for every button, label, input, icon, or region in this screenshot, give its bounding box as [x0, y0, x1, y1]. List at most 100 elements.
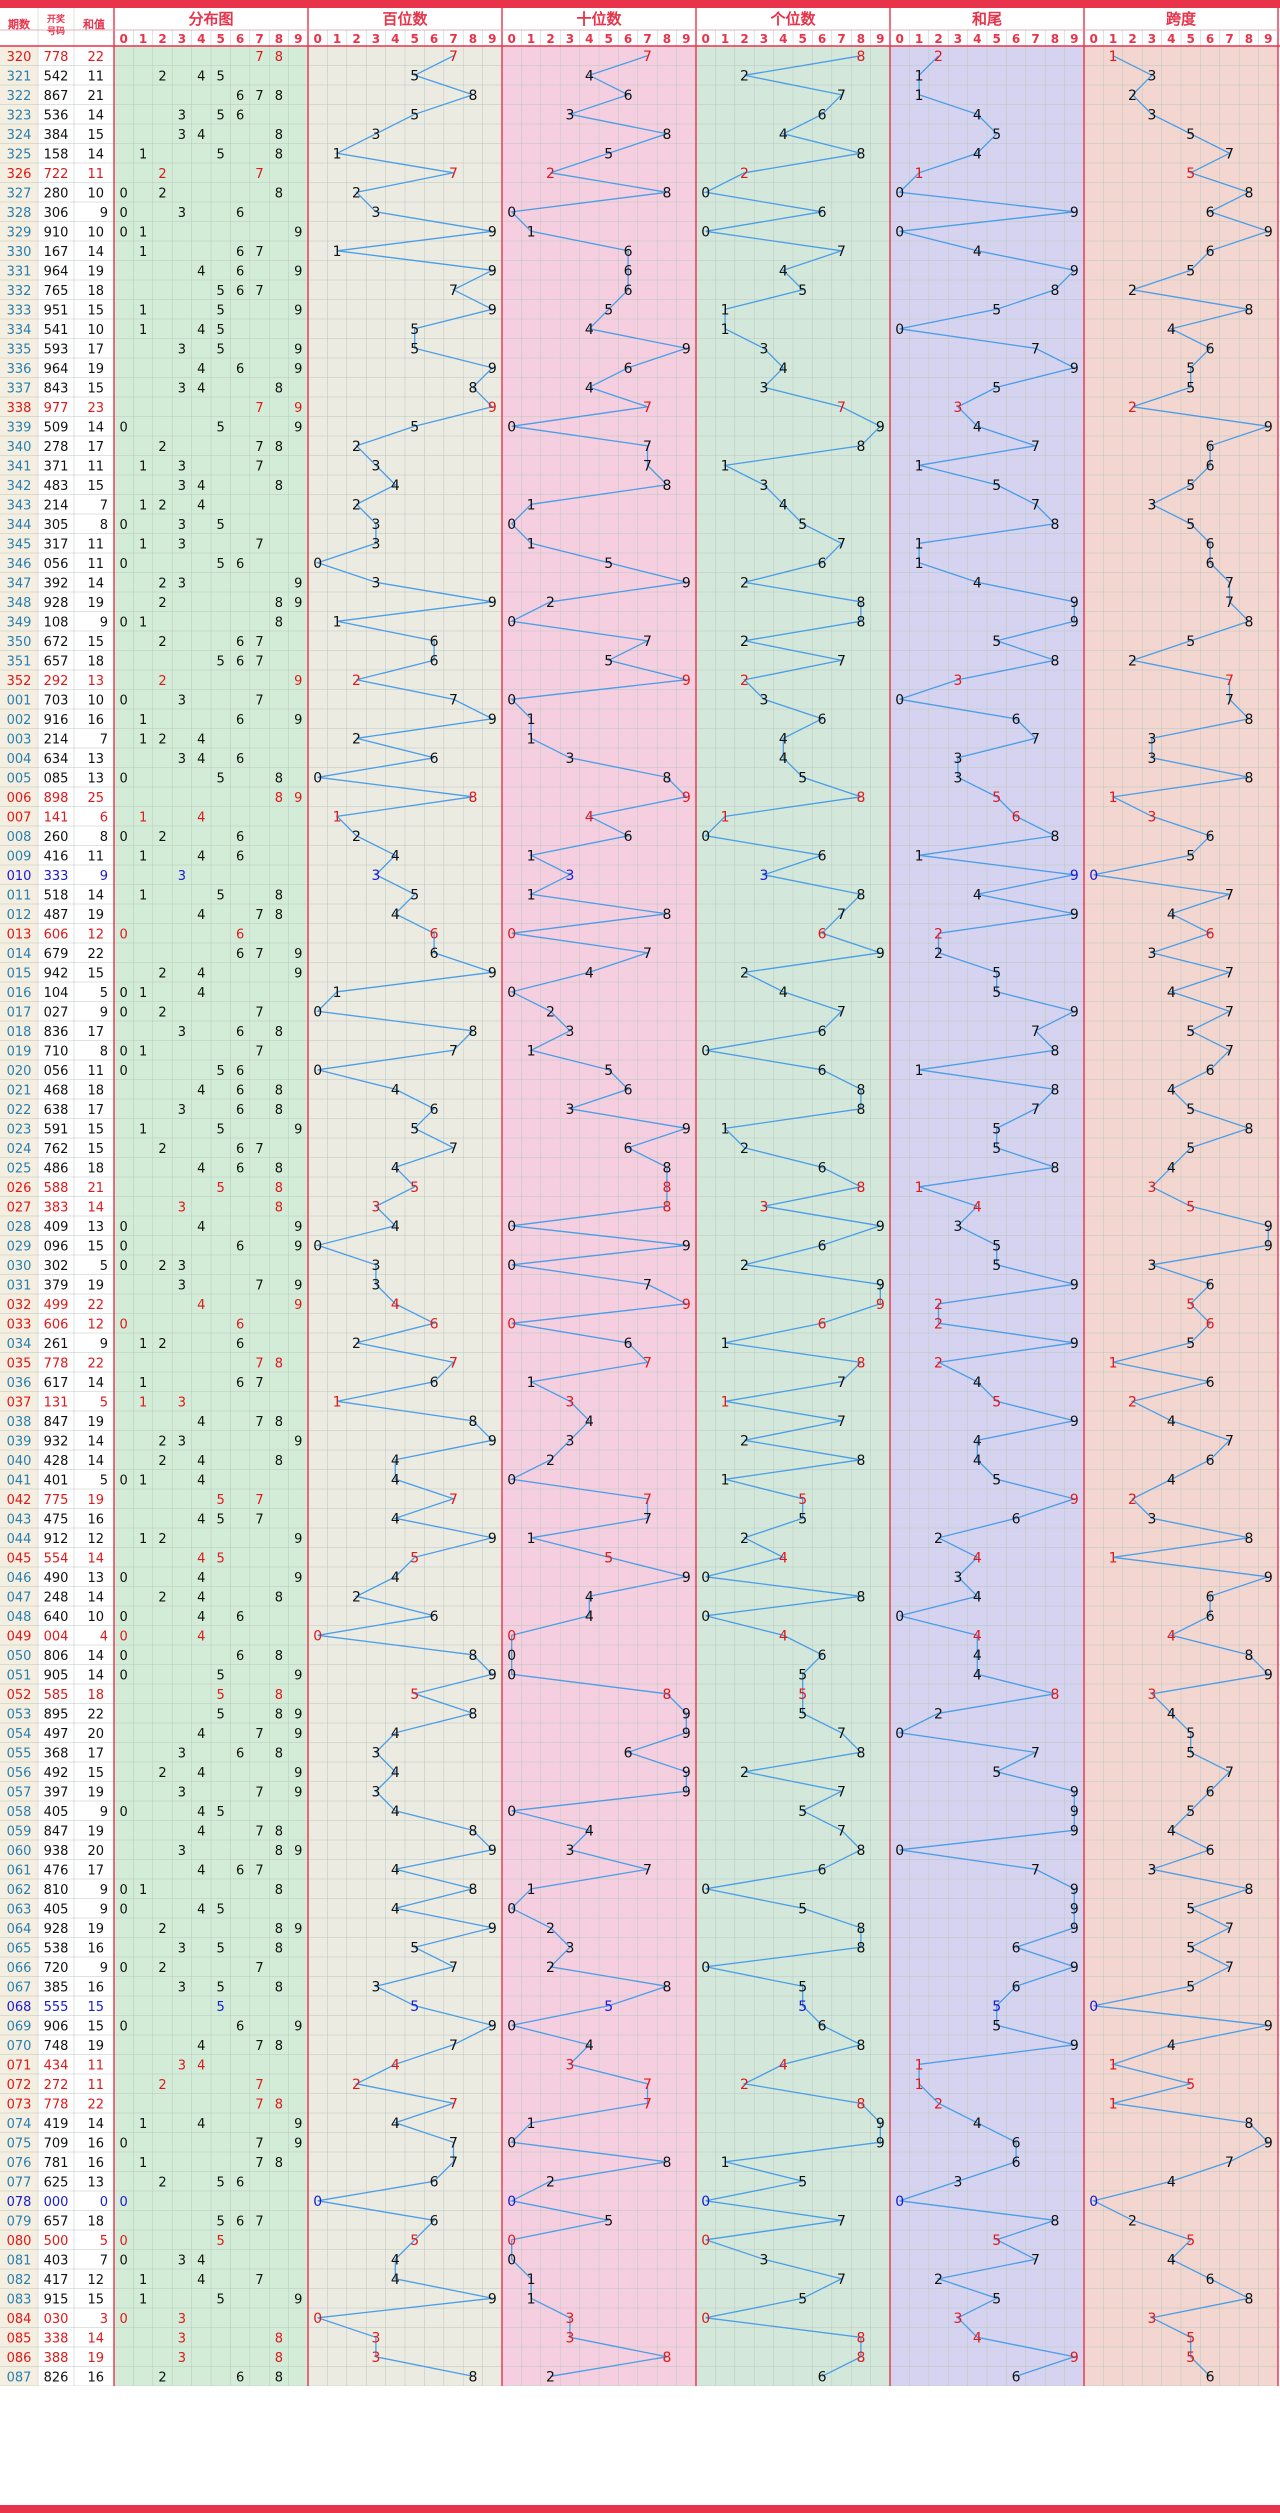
hundreds-mark: 4: [391, 1570, 400, 1586]
distribution-mark: 7: [255, 167, 263, 182]
span-mark: 4: [1167, 985, 1176, 1001]
ones-mark: 2: [740, 68, 749, 84]
header-digit: 2: [546, 32, 554, 46]
sum-cell: 5: [100, 2234, 108, 2249]
tens-mark: 9: [682, 341, 691, 357]
tens-mark: 0: [507, 926, 516, 942]
sum-tail-mark: 9: [1070, 205, 1079, 221]
hundreds-mark: 3: [371, 458, 380, 474]
issue-cell: 035: [7, 1356, 32, 1371]
span-mark: 5: [1186, 263, 1195, 279]
ones-mark: 8: [856, 1745, 865, 1761]
draw-cell: 912: [44, 1532, 69, 1547]
tens-mark: 3: [565, 1843, 574, 1859]
distribution-mark: 5: [217, 654, 225, 669]
distribution-mark: 4: [197, 1512, 205, 1527]
distribution-mark: 0: [120, 1317, 128, 1332]
draw-cell: 591: [44, 1122, 69, 1137]
span-mark: 3: [1147, 1511, 1156, 1527]
issue-cell: 350: [7, 635, 32, 650]
sum-cell: 15: [87, 1766, 104, 1781]
tens-mark: 8: [662, 770, 671, 786]
tens-mark: 6: [624, 1336, 633, 1352]
draw-cell: 748: [44, 2039, 69, 2054]
distribution-mark: 5: [217, 323, 225, 338]
tens-mark: 0: [507, 2252, 516, 2268]
hundreds-mark: 8: [468, 1414, 477, 1430]
tens-mark: 0: [507, 1648, 516, 1664]
ones-mark: 9: [876, 2116, 885, 2132]
hundreds-mark: 2: [352, 497, 361, 513]
sum-cell: 14: [87, 1434, 104, 1449]
draw-cell: 483: [44, 479, 69, 494]
tens-mark: 1: [527, 224, 536, 240]
sum-cell: 16: [87, 2370, 104, 2385]
distribution-mark: 1: [139, 1376, 147, 1391]
ones-mark: 6: [818, 1316, 827, 1332]
sum-tail-mark: 3: [953, 400, 962, 416]
distribution-mark: 9: [294, 1220, 302, 1235]
distribution-mark: 8: [275, 1181, 283, 1196]
draw-cell: 843: [44, 381, 69, 396]
sum-cell: 19: [87, 1785, 104, 1800]
draw-cell: 710: [44, 1044, 69, 1059]
sum-tail-mark: 5: [992, 1999, 1001, 2015]
distribution-mark: 9: [294, 1122, 302, 1137]
span-mark: 6: [1206, 556, 1215, 572]
hundreds-mark: 9: [488, 361, 497, 377]
header-digit: 6: [236, 32, 244, 46]
distribution-mark: 6: [236, 1376, 244, 1391]
hundreds-mark: 2: [352, 829, 361, 845]
span-mark: 6: [1206, 2369, 1215, 2385]
distribution-mark: 6: [236, 1649, 244, 1664]
issue-cell: 036: [7, 1376, 32, 1391]
tens-mark: 8: [662, 1160, 671, 1176]
span-mark: 6: [1206, 439, 1215, 455]
ones-mark: 3: [759, 1199, 768, 1215]
draw-cell: 679: [44, 947, 69, 962]
ones-mark: 5: [798, 1667, 807, 1683]
hundreds-mark: 5: [410, 1121, 419, 1137]
tens-mark: 8: [662, 185, 671, 201]
header-draw: 号码: [47, 26, 65, 37]
sum-tail-mark: 8: [1050, 829, 1059, 845]
distribution-mark: 1: [139, 888, 147, 903]
header-digit: 2: [934, 32, 942, 46]
distribution-mark: 1: [139, 1473, 147, 1488]
header-digit: 3: [760, 32, 768, 46]
span-mark: 3: [1147, 751, 1156, 767]
sum-cell: 11: [87, 167, 104, 182]
issue-cell: 024: [7, 1142, 32, 1157]
tens-mark: 1: [527, 887, 536, 903]
hundreds-mark: 8: [468, 88, 477, 104]
distribution-mark: 8: [275, 2351, 283, 2366]
sum-cell: 17: [87, 1863, 104, 1878]
span-mark: 7: [1225, 146, 1234, 162]
top-accent-bar: [0, 0, 1280, 8]
header-digit: 2: [352, 32, 360, 46]
tens-mark: 0: [507, 614, 516, 630]
distribution-mark: 5: [217, 342, 225, 357]
group-separators: [0, 8, 1280, 2386]
ones-mark: 9: [876, 419, 885, 435]
ones-mark: 7: [837, 400, 846, 416]
distribution-mark: 5: [217, 1493, 225, 1508]
distribution-mark: 9: [294, 947, 302, 962]
distribution-mark: 7: [255, 1356, 263, 1371]
tens-mark: 6: [624, 283, 633, 299]
issue-cell: 044: [7, 1532, 32, 1547]
hundreds-mark: 3: [371, 1784, 380, 1800]
distribution-mark: 7: [255, 1785, 263, 1800]
ones-mark: 6: [818, 205, 827, 221]
hundreds-mark: 5: [410, 1180, 419, 1196]
issue-cell: 038: [7, 1415, 32, 1430]
draw-cell: 867: [44, 89, 69, 104]
sum-tail-mark: 2: [934, 946, 943, 962]
distribution-mark: 9: [294, 401, 302, 416]
header-digit: 5: [605, 32, 613, 46]
issue-cell: 070: [7, 2039, 32, 2054]
distribution-mark: 6: [236, 557, 244, 572]
span-mark: 1: [1109, 2057, 1118, 2073]
sum-tail-mark: 4: [973, 146, 982, 162]
span-mark: 6: [1206, 1375, 1215, 1391]
